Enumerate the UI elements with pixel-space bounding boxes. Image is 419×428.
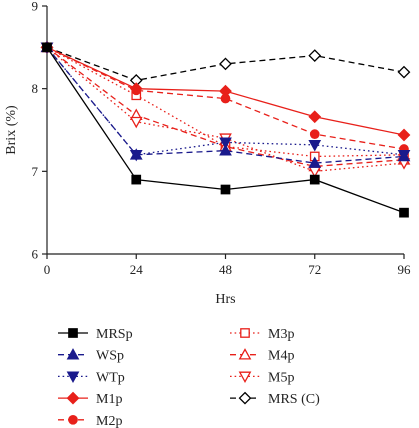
data-point-mrsp <box>309 174 320 185</box>
series-mrsp <box>42 42 409 218</box>
legend-item-mrs-c: MRS (C) <box>230 391 320 407</box>
x-tick-label: 24 <box>130 262 144 277</box>
x-ticks: 0 24 48 72 96 <box>44 254 411 277</box>
data-point-wsp <box>308 156 322 168</box>
axes: 0 24 48 72 96 6 7 8 9 <box>32 0 412 277</box>
data-point-m1p <box>397 128 411 142</box>
data-point-m1p <box>308 110 322 124</box>
series-line-m2p <box>46 46 405 150</box>
y-tick-label: 9 <box>32 0 39 14</box>
series-layer <box>40 40 411 218</box>
legend-marker <box>66 371 80 383</box>
y-ticks: 6 7 8 9 <box>32 0 47 262</box>
series-mrs-c <box>40 40 411 87</box>
data-point-m2p <box>309 129 320 139</box>
legend-item-wtp: WTp <box>58 370 125 385</box>
legend-marker <box>238 391 252 405</box>
series-m1p <box>40 40 411 142</box>
y-axis-label: Brix (%) <box>4 105 19 155</box>
series-line-wtp <box>46 46 405 156</box>
x-axis-label: Hrs <box>215 292 235 307</box>
data-point-mrsp <box>399 207 409 218</box>
legend-label: WTp <box>96 370 125 385</box>
legend-marker <box>68 414 78 425</box>
data-point-wsp <box>219 144 232 156</box>
legend-label: M5p <box>268 370 294 385</box>
legend-label: WSp <box>96 349 124 364</box>
legend: MRSp WSp WTp M1p M2p M3p M4p M5p MRS (C) <box>58 327 320 428</box>
legend-item-m1p: M1p <box>58 391 122 407</box>
legend-label: M2p <box>96 414 122 428</box>
legend-label: M4p <box>268 349 294 364</box>
x-tick-label: 72 <box>308 262 321 277</box>
y-tick-label: 7 <box>32 164 39 179</box>
x-tick-label: 96 <box>398 262 412 277</box>
legend-label: M3p <box>268 327 294 342</box>
legend-item-m5p: M5p <box>230 370 294 385</box>
legend-label: MRS (C) <box>268 392 320 407</box>
data-point-wtp <box>219 137 232 149</box>
data-point-mrsp <box>42 42 52 53</box>
legend-item-mrsp: MRSp <box>58 327 133 342</box>
data-point-wtp <box>308 140 322 152</box>
legend-item-wsp: WSp <box>58 348 124 364</box>
data-point-mrsp <box>131 174 142 185</box>
legend-marker <box>238 348 252 360</box>
data-point-m1p <box>129 82 143 96</box>
data-point-wtp <box>397 149 411 162</box>
legend-marker <box>68 328 78 338</box>
y-tick-label: 8 <box>32 81 39 96</box>
legend-marker <box>66 348 80 360</box>
x-tick-label: 48 <box>219 262 232 277</box>
data-point-mrs-c <box>219 57 232 71</box>
legend-label: MRSp <box>96 327 133 342</box>
legend-item-m2p: M2p <box>58 414 122 428</box>
legend-item-m3p: M3p <box>230 327 294 342</box>
data-point-wtp <box>129 149 143 162</box>
legend-label: M1p <box>96 392 122 407</box>
series-line-m4p <box>46 46 405 168</box>
data-point-m5p <box>129 116 143 129</box>
x-tick-label: 0 <box>44 262 51 277</box>
legend-item-m4p: M4p <box>230 348 294 364</box>
data-point-mrsp <box>220 184 231 195</box>
legend-marker <box>238 371 252 383</box>
legend-marker <box>240 328 250 338</box>
y-tick-label: 6 <box>32 247 39 262</box>
legend-marker <box>66 391 80 405</box>
data-point-mrs-c <box>397 65 411 79</box>
data-point-mrs-c <box>308 49 322 62</box>
data-point-m1p <box>219 84 232 98</box>
series-line-m5p <box>46 46 405 172</box>
